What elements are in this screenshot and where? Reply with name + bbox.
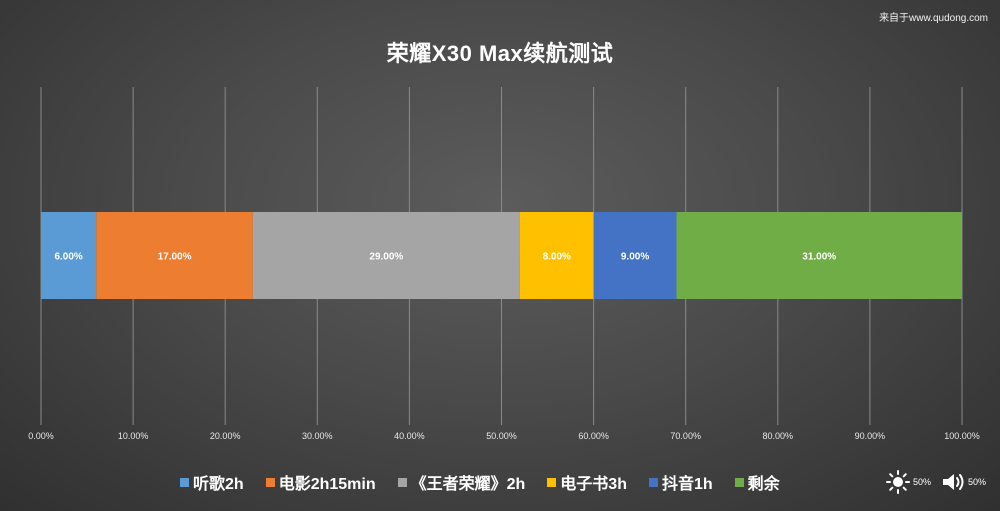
bar-segment <box>41 212 97 299</box>
data-label: 29.00% <box>369 252 403 263</box>
legend-swatch <box>265 477 275 487</box>
legend-label: 抖音1h <box>661 476 713 493</box>
legend-label: 《王者荣耀》2h <box>410 476 526 493</box>
x-tick-label: 90.00% <box>855 431 886 441</box>
legend-label: 电影2h15min <box>278 476 376 493</box>
legend-swatch <box>397 477 407 487</box>
legend-item-game: 《王者荣耀》2h <box>397 470 526 494</box>
legend-swatch <box>180 477 189 487</box>
x-tick-label: 60.00% <box>578 431 609 441</box>
data-label: 8.00% <box>543 252 571 263</box>
legend-item-douyin: 抖音1h <box>648 470 713 494</box>
speaker-icon <box>942 474 964 490</box>
bar-segment <box>676 212 962 299</box>
bar-segment <box>519 212 594 299</box>
settings-indicators: 50% 50% <box>885 470 986 494</box>
x-tick-label: 10.00% <box>118 431 149 441</box>
bar-segment <box>252 212 520 299</box>
chart-area: 0.00% 10.00% 20.00% 30.00% 40.00% 50.00% 60.00… <box>28 87 980 441</box>
legend-swatch <box>734 477 744 487</box>
data-label: 17.00% <box>158 252 192 263</box>
legend-label: 剩余 <box>747 476 780 493</box>
x-tick-label: 100.00% <box>944 431 980 441</box>
x-tick-label: 40.00% <box>394 431 425 441</box>
x-tick-label: 50.00% <box>486 431 517 441</box>
source-credit: 来自于www.qudong.com <box>879 13 988 24</box>
brightness-value: 50% <box>912 477 931 487</box>
legend-label: 听歌2h <box>193 476 244 493</box>
x-tick-label: 20.00% <box>210 431 241 441</box>
legend-item-remaining: 剩余 <box>734 470 780 494</box>
volume-indicator: 50% <box>941 471 986 493</box>
bar-segment <box>593 212 677 299</box>
legend-label: 电子书3h <box>560 476 627 493</box>
legend-item-ebook: 电子书3h <box>547 470 627 494</box>
chart-title: 荣耀X30 Max续航测试 <box>386 41 614 66</box>
x-tick-label: 30.00% <box>302 431 333 441</box>
sun-icon <box>885 470 910 494</box>
data-label: 9.00% <box>621 252 649 263</box>
legend: 听歌2h 电影2h15min 《王者荣耀》2h 电子书3h 抖音1h 剩余 <box>180 470 780 494</box>
x-tick-label: 0.00% <box>28 431 54 441</box>
data-label: 6.00% <box>54 252 82 263</box>
volume-value: 50% <box>967 477 986 487</box>
legend-swatch <box>547 477 557 487</box>
legend-swatch <box>648 477 658 487</box>
legend-item-movie: 电影2h15min <box>265 470 376 494</box>
brightness-indicator: 50% <box>885 470 931 494</box>
x-tick-label: 80.00% <box>763 431 794 441</box>
data-label: 31.00% <box>802 252 836 263</box>
x-tick-label: 70.00% <box>670 431 701 441</box>
legend-item-music: 听歌2h <box>180 470 244 494</box>
bar-segment <box>96 212 253 299</box>
